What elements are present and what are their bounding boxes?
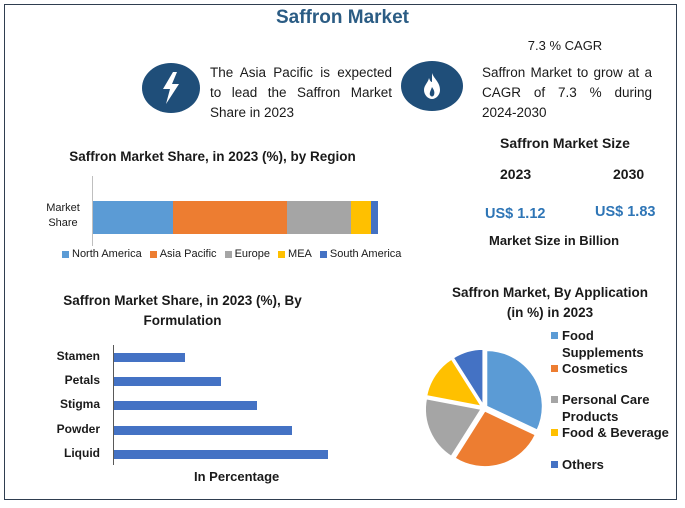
application-pie-chart (424, 348, 544, 468)
lightning-bolt-icon (142, 63, 200, 113)
market-size-value-2030: US$ 1.83 (595, 204, 656, 220)
legend-swatch (62, 250, 69, 258)
cagr-heading: 7.3 % CAGR (527, 38, 603, 53)
region-chart-axis (92, 176, 93, 246)
legend-item: Cosmetics (551, 360, 677, 377)
flame-icon (401, 61, 463, 111)
formulation-category-label: Petals (64, 373, 100, 387)
legend-item: Asia Pacific (149, 248, 217, 260)
legend-label: Europe (234, 248, 271, 260)
market-size-title: Saffron Market Size (500, 135, 630, 151)
legend-swatch (224, 250, 232, 258)
legend-item: Others (551, 456, 677, 473)
legend-swatch (551, 429, 558, 436)
market-size-year-2030: 2030 (613, 166, 645, 182)
legend-label: Food & Beverage (562, 425, 669, 440)
formulation-chart-title: Saffron Market Share, in 2023 (%), By Fo… (63, 293, 302, 328)
legend-item: MEA (278, 248, 312, 260)
legend-swatch (319, 250, 327, 258)
pie-slice (452, 348, 484, 408)
legend-item: Food & Beverage (551, 424, 677, 441)
page-title: Saffron Market (275, 7, 410, 28)
legend-label: Asia Pacific (159, 248, 217, 260)
legend-label: Food Supplements (562, 328, 644, 360)
legend-label: Personal Care Products (562, 392, 650, 424)
legend-item: South America (319, 248, 402, 260)
legend-label: South America (329, 248, 402, 260)
pie-slice (485, 349, 544, 432)
legend-swatch (278, 250, 286, 258)
formulation-bar (114, 426, 293, 435)
formulation-category-label: Powder (56, 422, 100, 436)
region-bar-segment (286, 201, 351, 234)
legend-item: Personal Care Products (551, 391, 677, 425)
region-callout-text: The Asia Pacific is expected to lead the… (210, 65, 392, 120)
region-bar-segment (172, 201, 287, 234)
market-size-value-2023: US$ 1.12 (485, 206, 546, 222)
application-chart-title: Saffron Market, By Application (in %) in… (451, 285, 649, 320)
application-legend: Food Supplements Cosmetics Personal Care P… (551, 327, 681, 477)
legend-item: Europe (224, 248, 271, 260)
infographic-frame (4, 4, 677, 500)
pie-slice (424, 397, 483, 458)
formulation-bar (114, 353, 186, 362)
legend-label: MEA (288, 248, 312, 260)
region-chart-title: Saffron Market Share, in 2023 (%), by Re… (69, 149, 356, 164)
legend-item: North America (62, 248, 142, 260)
legend-swatch (551, 396, 558, 403)
market-size-unit: Market Size in Billion (489, 233, 620, 248)
region-stacked-bar (93, 201, 378, 234)
region-bar-segment (350, 201, 371, 234)
market-size-year-2023: 2023 (500, 166, 532, 182)
region-category-label: Market Share (46, 202, 80, 229)
legend-swatch (149, 250, 157, 258)
legend-swatch (551, 365, 558, 372)
cagr-callout-text: Saffron Market to grow at a CAGR of 7.3 … (482, 65, 652, 120)
legend-label: Cosmetics (562, 361, 628, 376)
legend-item: Food Supplements (551, 327, 677, 361)
legend-swatch (551, 332, 558, 339)
region-bar-segment (93, 201, 173, 234)
legend-label: Others (562, 457, 604, 472)
formulation-bar (114, 401, 257, 410)
region-bar-segment (370, 201, 378, 234)
formulation-chart-axis (113, 345, 114, 465)
formulation-x-axis-label: In Percentage (194, 469, 280, 484)
pie-slice (425, 357, 484, 408)
legend-swatch (551, 461, 558, 468)
formulation-bar (114, 450, 328, 459)
formulation-category-label: Stamen (56, 349, 100, 363)
formulation-category-label: Liquid (64, 446, 100, 460)
region-legend: North America Asia Pacific Europe MEA South … (62, 248, 401, 260)
formulation-category-label: Stigma (59, 397, 100, 411)
legend-label: North America (72, 248, 142, 260)
formulation-bar (114, 377, 221, 386)
pie-slice (453, 409, 537, 468)
